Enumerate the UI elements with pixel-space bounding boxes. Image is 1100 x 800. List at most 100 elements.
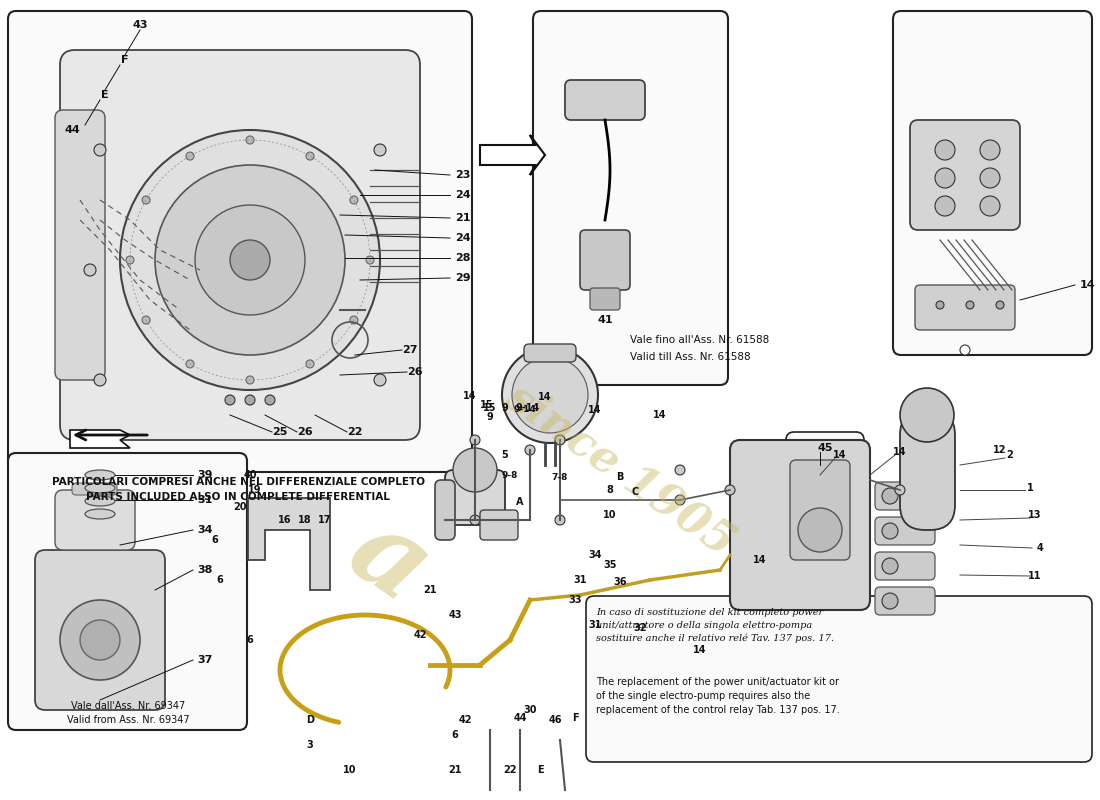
Circle shape — [306, 360, 313, 368]
Text: 24: 24 — [455, 233, 471, 243]
Text: 34: 34 — [588, 550, 602, 560]
Circle shape — [374, 374, 386, 386]
FancyBboxPatch shape — [434, 480, 455, 540]
Text: 37: 37 — [197, 655, 212, 665]
Ellipse shape — [85, 496, 116, 506]
Circle shape — [80, 620, 120, 660]
Text: 21: 21 — [455, 213, 471, 223]
FancyBboxPatch shape — [790, 460, 850, 560]
FancyBboxPatch shape — [8, 453, 248, 730]
Text: 21: 21 — [449, 765, 462, 775]
Polygon shape — [818, 475, 838, 500]
Circle shape — [94, 144, 106, 156]
Text: 24: 24 — [455, 190, 471, 200]
Text: since 1905: since 1905 — [497, 375, 742, 565]
Text: 32: 32 — [634, 623, 647, 633]
Circle shape — [980, 168, 1000, 188]
Circle shape — [675, 465, 685, 475]
Text: F: F — [121, 55, 129, 65]
Text: E: E — [537, 765, 543, 775]
Text: 30: 30 — [524, 705, 537, 715]
Circle shape — [525, 445, 535, 455]
Circle shape — [936, 301, 944, 309]
Circle shape — [900, 388, 954, 442]
Text: D: D — [306, 715, 313, 725]
Circle shape — [366, 256, 374, 264]
Circle shape — [350, 316, 358, 324]
Text: 33: 33 — [569, 595, 582, 605]
Text: 6: 6 — [452, 730, 459, 740]
Circle shape — [245, 395, 255, 405]
Circle shape — [935, 196, 955, 216]
Text: 45: 45 — [817, 443, 833, 453]
Circle shape — [935, 140, 955, 160]
FancyBboxPatch shape — [35, 550, 165, 710]
FancyBboxPatch shape — [915, 285, 1015, 330]
Circle shape — [675, 495, 685, 505]
Text: 5: 5 — [502, 450, 508, 460]
FancyBboxPatch shape — [60, 515, 130, 540]
Text: 43: 43 — [132, 20, 147, 30]
Circle shape — [895, 485, 905, 495]
Text: 14: 14 — [463, 391, 476, 401]
Polygon shape — [480, 135, 544, 175]
Circle shape — [556, 515, 565, 525]
Text: PARTICOLARI COMPRESI ANCHE NEL DIFFERENZIALE COMPLETO: PARTICOLARI COMPRESI ANCHE NEL DIFFERENZ… — [52, 477, 425, 487]
Text: 25: 25 — [273, 427, 288, 437]
FancyBboxPatch shape — [874, 517, 935, 545]
Text: 12: 12 — [993, 445, 1007, 455]
Text: 38: 38 — [197, 565, 212, 575]
Text: 42: 42 — [414, 630, 427, 640]
Text: 44: 44 — [64, 125, 80, 135]
Circle shape — [935, 168, 955, 188]
Circle shape — [798, 508, 842, 552]
Circle shape — [980, 196, 1000, 216]
Text: 10: 10 — [343, 765, 356, 775]
Text: 14: 14 — [893, 447, 906, 457]
Text: 14: 14 — [693, 645, 706, 655]
FancyBboxPatch shape — [8, 11, 472, 472]
FancyBboxPatch shape — [565, 80, 645, 120]
Text: A: A — [516, 497, 524, 507]
Text: 40: 40 — [243, 470, 256, 480]
Circle shape — [94, 374, 106, 386]
Circle shape — [142, 196, 150, 204]
FancyBboxPatch shape — [874, 552, 935, 580]
Text: 9: 9 — [502, 403, 508, 413]
FancyBboxPatch shape — [524, 344, 576, 362]
Circle shape — [453, 448, 497, 492]
FancyBboxPatch shape — [534, 11, 728, 385]
Text: C: C — [631, 487, 639, 497]
Text: In caso di sostituzione del kit completo power
unit/attuatore o della singola el: In caso di sostituzione del kit completo… — [596, 608, 834, 642]
Circle shape — [186, 360, 194, 368]
Circle shape — [502, 347, 598, 443]
Text: 8: 8 — [606, 485, 614, 495]
Text: 14: 14 — [653, 410, 667, 420]
Text: 15: 15 — [483, 403, 497, 413]
FancyBboxPatch shape — [874, 482, 935, 510]
Circle shape — [60, 600, 140, 680]
Text: 6: 6 — [217, 575, 223, 585]
FancyBboxPatch shape — [480, 510, 518, 540]
FancyBboxPatch shape — [580, 230, 630, 290]
FancyBboxPatch shape — [60, 50, 420, 440]
FancyBboxPatch shape — [874, 587, 935, 615]
Text: 14: 14 — [1080, 280, 1096, 290]
Text: 21: 21 — [424, 585, 437, 595]
FancyBboxPatch shape — [586, 596, 1092, 762]
Circle shape — [960, 345, 970, 355]
Circle shape — [246, 136, 254, 144]
Circle shape — [966, 301, 974, 309]
Circle shape — [142, 316, 150, 324]
Circle shape — [725, 485, 735, 495]
Text: 14: 14 — [754, 555, 767, 565]
Circle shape — [470, 435, 480, 445]
FancyBboxPatch shape — [800, 470, 850, 530]
Text: F: F — [572, 713, 579, 723]
FancyBboxPatch shape — [910, 120, 1020, 230]
Text: 14: 14 — [834, 450, 847, 460]
Text: 9-8: 9-8 — [502, 470, 518, 479]
Circle shape — [226, 395, 235, 405]
Circle shape — [374, 144, 386, 156]
Circle shape — [84, 264, 96, 276]
